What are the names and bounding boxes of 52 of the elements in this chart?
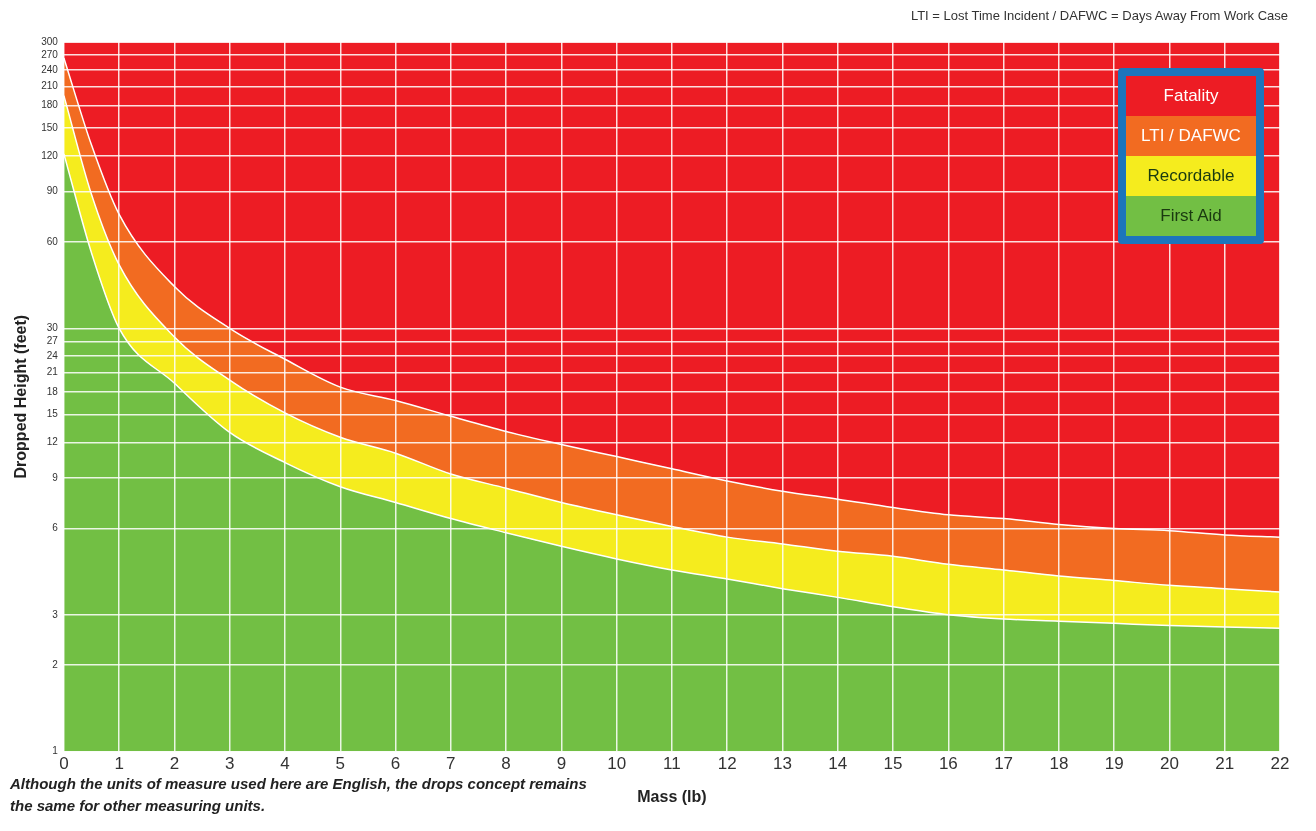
x-tick-label: 10: [607, 754, 627, 774]
x-tick-label: 12: [717, 754, 737, 774]
y-tick-label: 90: [46, 185, 59, 197]
x-tick-label: 0: [59, 754, 69, 774]
x-tick-label: 13: [773, 754, 792, 774]
y-tick-label: 27: [46, 335, 59, 347]
y-tick-label: 240: [41, 63, 59, 75]
x-tick-label: 11: [663, 754, 681, 774]
y-tick-label: 6: [52, 522, 59, 534]
x-tick-label: 16: [938, 754, 958, 774]
y-tick-label: 3: [52, 608, 59, 620]
x-axis-title: Mass (lb): [637, 787, 707, 805]
y-tick-label: 18: [46, 385, 59, 397]
x-tick-label: 7: [446, 754, 456, 774]
x-tick-label: 18: [1049, 754, 1069, 774]
y-tick-label: 300: [41, 35, 59, 47]
y-tick-label: 120: [41, 149, 59, 161]
x-tick-label: 1: [114, 754, 124, 774]
x-tick-label: 20: [1159, 754, 1179, 774]
y-tick-label: 210: [41, 80, 59, 92]
text: Although the units of measure used here are English, the drops concept remains the same for other measuring units.: [10, 774, 588, 816]
y-tick-label: 1: [52, 745, 59, 757]
x-tick-label: 14: [828, 754, 848, 774]
y-tick-label: 150: [41, 121, 59, 133]
x-tick-label: 17: [994, 754, 1014, 774]
y-tick-label: 2: [52, 658, 59, 670]
y-tick-label: 21: [46, 366, 59, 378]
x-tick-label: 15: [883, 754, 903, 774]
x-tick-label: 6: [390, 754, 401, 774]
text: LTI = Lost Time Incident / DAFWC = Days Away From Work Case: [910, 8, 1288, 23]
y-axis-title: Dropped Height (feet): [12, 314, 30, 479]
legend-swatch: LTI / DAFWC: [1126, 116, 1256, 156]
x-tick-label: 3: [224, 754, 235, 774]
y-tick-label: 9: [52, 471, 59, 483]
y-tick-label: 30: [46, 322, 59, 334]
legend-swatch: Fatality: [1126, 76, 1256, 116]
x-tick-label: 4: [280, 754, 290, 774]
y-tick-label: 24: [46, 349, 59, 361]
x-tick-label: 9: [556, 754, 567, 774]
legend-swatch: First Aid: [1126, 196, 1256, 236]
y-tick-label: 270: [41, 48, 59, 60]
x-tick-label: 2: [169, 754, 180, 774]
x-tick-label: 5: [335, 754, 346, 774]
x-tick-label: 8: [501, 754, 511, 774]
y-tick-label: 180: [41, 99, 59, 111]
y-tick-label: 12: [46, 436, 59, 448]
legend-swatch: Recordable: [1126, 156, 1256, 196]
x-tick-label: 22: [1270, 754, 1290, 774]
y-tick-label: 60: [46, 235, 59, 247]
x-tick-label: 21: [1215, 754, 1235, 774]
y-tick-label: 15: [46, 408, 59, 420]
x-tick-label: 19: [1104, 754, 1124, 774]
